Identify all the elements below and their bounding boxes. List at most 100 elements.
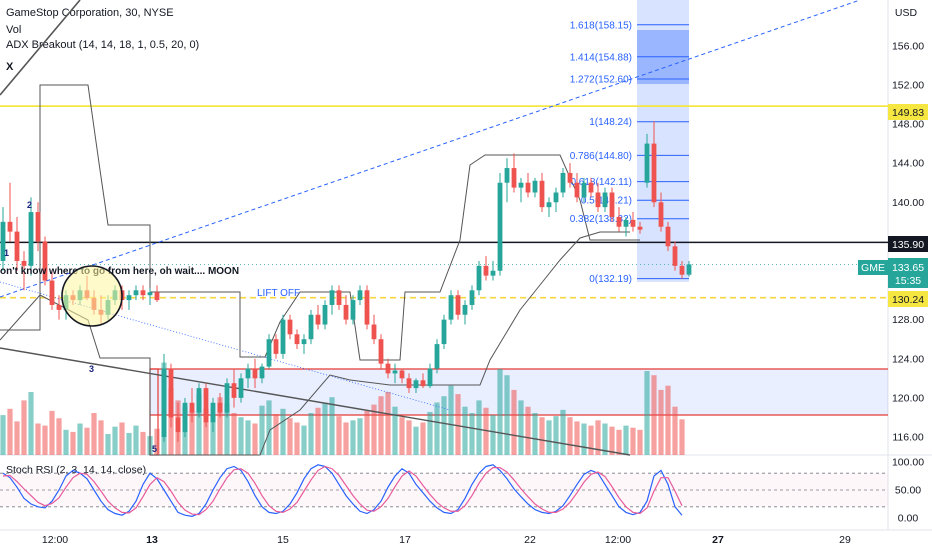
candle-body[interactable]: [259, 366, 265, 379]
candle-body[interactable]: [343, 304, 349, 320]
candle-body[interactable]: [364, 290, 370, 325]
candle-body[interactable]: [441, 319, 447, 345]
candle-body[interactable]: [483, 265, 489, 276]
candle-body[interactable]: [245, 368, 251, 379]
candle-body[interactable]: [238, 378, 244, 398]
candle-body[interactable]: [602, 192, 608, 208]
candle-body[interactable]: [0, 221, 6, 261]
candle-body[interactable]: [28, 212, 34, 266]
dashed-trendline[interactable]: [0, 0, 861, 298]
candle-body[interactable]: [322, 304, 328, 325]
candle-body[interactable]: [301, 339, 307, 345]
candle-body[interactable]: [280, 319, 286, 354]
candle-body[interactable]: [469, 290, 475, 305]
candle-body[interactable]: [532, 180, 538, 193]
candle-body[interactable]: [686, 264, 692, 275]
stoch-rsi-label[interactable]: Stoch RSI (2, 3, 14, 14, close): [6, 464, 147, 476]
candle-body[interactable]: [154, 292, 160, 301]
candle-body[interactable]: [350, 300, 356, 320]
candle-body[interactable]: [210, 402, 216, 423]
candle-body[interactable]: [161, 368, 167, 437]
candle-body[interactable]: [406, 378, 412, 389]
candle-body[interactable]: [294, 334, 300, 345]
candle-body[interactable]: [196, 388, 202, 413]
candle-body[interactable]: [504, 168, 510, 183]
candle-body[interactable]: [35, 212, 41, 242]
candle-body[interactable]: [455, 295, 461, 315]
candle-body[interactable]: [448, 295, 454, 320]
down-trendline[interactable]: [0, 347, 631, 456]
candle-body[interactable]: [567, 172, 573, 183]
candle-body[interactable]: [42, 241, 48, 281]
candle-body[interactable]: [399, 370, 405, 379]
candle-body[interactable]: [336, 290, 342, 305]
candle-body[interactable]: [616, 216, 622, 227]
candle-body[interactable]: [231, 383, 237, 398]
candle-body[interactable]: [378, 339, 384, 364]
candle-body[interactable]: [644, 143, 650, 183]
candle-body[interactable]: [217, 402, 223, 413]
candle-body[interactable]: [266, 339, 272, 367]
candle-body[interactable]: [637, 226, 643, 230]
candle-body[interactable]: [560, 172, 566, 193]
fib-zone[interactable]: [637, 0, 689, 282]
candle-body[interactable]: [623, 219, 629, 227]
candle-body[interactable]: [308, 314, 314, 340]
candle-body[interactable]: [357, 290, 363, 301]
candle-body[interactable]: [539, 180, 545, 208]
candle-body[interactable]: [511, 168, 517, 188]
candle-body[interactable]: [147, 292, 153, 296]
candle-body[interactable]: [651, 143, 657, 203]
candle-body[interactable]: [581, 182, 587, 198]
candle-body[interactable]: [434, 344, 440, 369]
candle-body[interactable]: [679, 265, 685, 275]
candle-body[interactable]: [224, 383, 230, 413]
candle-body[interactable]: [413, 380, 419, 389]
candle-body[interactable]: [588, 182, 594, 193]
candle-body[interactable]: [609, 192, 615, 217]
candle-body[interactable]: [315, 314, 321, 325]
candle-body[interactable]: [462, 304, 468, 315]
candle-body[interactable]: [21, 260, 27, 266]
stoch-d-line[interactable]: [2, 465, 683, 516]
candle-body[interactable]: [385, 363, 391, 374]
candle-body[interactable]: [665, 226, 671, 247]
candle-body[interactable]: [168, 368, 174, 418]
candle-body[interactable]: [476, 265, 482, 291]
candle-body[interactable]: [672, 246, 678, 266]
candle-body[interactable]: [287, 319, 293, 335]
candle-body[interactable]: [175, 417, 181, 433]
candle-body[interactable]: [574, 182, 580, 198]
candle-body[interactable]: [630, 219, 636, 227]
candle-body[interactable]: [392, 370, 398, 374]
candle-body[interactable]: [371, 324, 377, 340]
candle-body[interactable]: [140, 290, 146, 296]
candle-body[interactable]: [49, 280, 55, 305]
candle-body[interactable]: [553, 192, 559, 203]
candle-body[interactable]: [546, 202, 552, 208]
stoch-k-line[interactable]: [2, 464, 683, 517]
candle-body[interactable]: [427, 368, 433, 387]
volume-indicator-label[interactable]: Vol: [6, 24, 22, 36]
candle-body[interactable]: [203, 388, 209, 423]
candle-body[interactable]: [658, 202, 664, 227]
candle-body[interactable]: [497, 182, 503, 271]
candle-body[interactable]: [595, 192, 601, 208]
candle-body[interactable]: [273, 339, 279, 354]
candle-body[interactable]: [189, 402, 195, 413]
upper-trendline[interactable]: [0, 0, 81, 96]
candle-body[interactable]: [7, 221, 13, 232]
candle-body[interactable]: [14, 231, 20, 261]
candle-body[interactable]: [518, 182, 524, 188]
adx-indicator-label[interactable]: ADX Breakout (14, 14, 18, 1, 0.5, 20, 0): [6, 39, 200, 51]
candle-body[interactable]: [420, 380, 426, 387]
candle-body[interactable]: [126, 295, 132, 301]
candle-body[interactable]: [182, 402, 188, 433]
candle-body[interactable]: [329, 290, 335, 305]
candle-body[interactable]: [133, 290, 139, 296]
candle-body[interactable]: [490, 270, 496, 276]
candle-body[interactable]: [56, 304, 62, 310]
candle-body[interactable]: [525, 182, 531, 193]
candle-body[interactable]: [252, 368, 258, 379]
